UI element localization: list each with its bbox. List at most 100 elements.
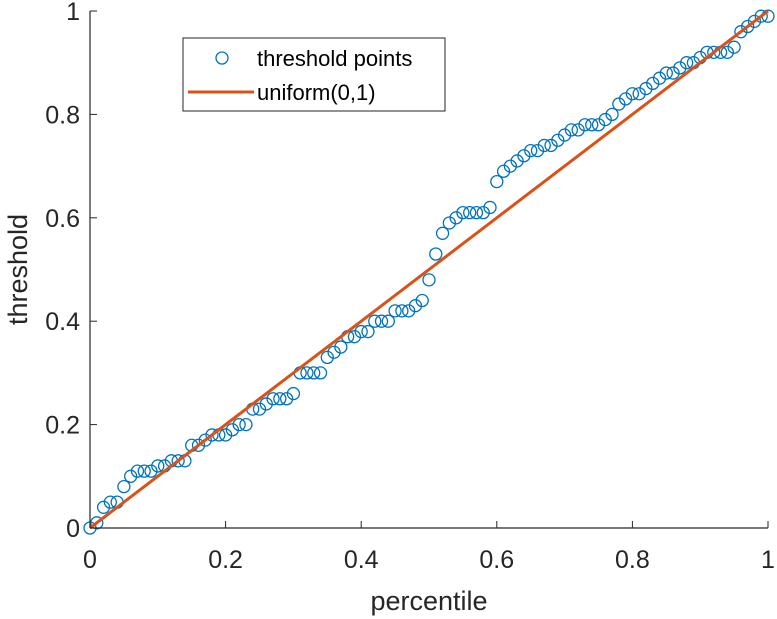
data-point: [374, 314, 389, 328]
data-point: [368, 314, 382, 328]
y-axis-label: threshold: [3, 214, 33, 325]
data-point: [754, 9, 768, 23]
data-point: [530, 143, 545, 158]
data-point: [734, 25, 748, 39]
data-point: [232, 417, 246, 432]
data-point: [496, 164, 511, 178]
data-point: [408, 299, 423, 313]
data-point: [347, 330, 362, 344]
data-point: [361, 324, 375, 339]
legend: threshold points uniform(0,1): [182, 37, 446, 112]
axes: 0 0.2 0.4 0.6 0.8 1 0 0.2 0.4 0.6 0.8 1: [45, 0, 775, 574]
data-point: [307, 366, 321, 380]
data-point: [605, 107, 619, 122]
data-point: [544, 138, 558, 153]
data-point: [490, 174, 504, 189]
y-tick-label: 1: [66, 0, 80, 26]
data-point: [707, 45, 721, 60]
data-point: [300, 366, 314, 380]
data-point: [137, 464, 151, 478]
y-tick-label: 0.8: [45, 101, 80, 129]
data-point: [354, 324, 368, 339]
data-point: [578, 118, 592, 132]
data-point: [239, 417, 253, 432]
data-point: [388, 304, 402, 318]
legend-label-uniform: uniform(0,1): [257, 80, 376, 105]
y-tick-label: 0.4: [45, 308, 80, 336]
data-point: [483, 200, 497, 215]
x-tick-label: 0.2: [208, 546, 243, 574]
data-point: [652, 71, 667, 85]
data-point: [747, 14, 762, 28]
data-point: [259, 397, 273, 411]
y-ticks: 0 0.2 0.4 0.6 0.8 1: [45, 0, 97, 543]
data-point: [659, 66, 673, 80]
data-point: [571, 123, 585, 137]
legend-box: [182, 37, 446, 112]
data-point: [103, 495, 117, 509]
data-point: [117, 479, 131, 494]
data-point: [679, 56, 694, 70]
data-point: [503, 159, 518, 173]
data-point: [456, 205, 470, 220]
data-point: [198, 433, 212, 447]
data-point: [564, 123, 579, 137]
data-point: [90, 516, 104, 530]
x-tick-label: 0: [83, 546, 97, 574]
line-layer: [89, 9, 769, 530]
data-point: [151, 459, 165, 473]
data-point: [639, 81, 653, 96]
x-tick-label: 0.6: [479, 546, 514, 574]
data-point: [327, 345, 341, 359]
data-point: [320, 350, 334, 365]
y-tick-label: 0.2: [45, 412, 80, 440]
y-tick-label: 0: [66, 515, 80, 543]
data-point: [618, 92, 633, 106]
data-point: [449, 211, 463, 225]
data-point: [144, 464, 158, 478]
data-point: [646, 76, 660, 91]
data-point: [666, 66, 680, 80]
x-tick-label: 0.8: [615, 546, 650, 574]
data-point: [171, 454, 185, 468]
data-point: [402, 304, 416, 318]
data-point: [266, 392, 280, 406]
data-point: [124, 469, 138, 483]
data-point: [557, 128, 572, 142]
x-axis-label: percentile: [370, 586, 487, 616]
data-point: [130, 464, 145, 478]
data-point: [591, 118, 606, 132]
data-point: [286, 386, 301, 401]
data-point: [720, 45, 734, 60]
data-point: [612, 97, 626, 111]
data-point: [395, 304, 409, 318]
data-point: [476, 205, 490, 220]
data-point: [741, 19, 755, 34]
data-point: [524, 143, 538, 158]
data-point: [252, 402, 267, 416]
data-point: [585, 118, 599, 132]
data-point: [625, 87, 640, 101]
data-point: [279, 392, 294, 406]
data-point: [429, 247, 443, 261]
legend-marker-icon: [215, 51, 229, 65]
reference-line: [89, 9, 769, 530]
data-point: [435, 226, 450, 240]
legend-label-threshold-points: threshold points: [257, 46, 412, 71]
data-point: [510, 154, 524, 168]
x-ticks: 0 0.2 0.4 0.6 0.8 1: [83, 521, 775, 574]
data-point: [273, 392, 287, 406]
x-tick-label: 0.4: [344, 546, 379, 574]
data-point: [96, 500, 111, 514]
data-point: [218, 428, 233, 442]
x-tick-label: 1: [761, 546, 775, 574]
data-point: [225, 423, 240, 437]
data-point: [334, 340, 348, 354]
data-point: [191, 438, 206, 452]
data-point: [442, 216, 456, 230]
data-point: [422, 273, 436, 287]
data-point: [727, 40, 741, 54]
data-point: [205, 428, 219, 442]
data-point: [551, 133, 565, 147]
